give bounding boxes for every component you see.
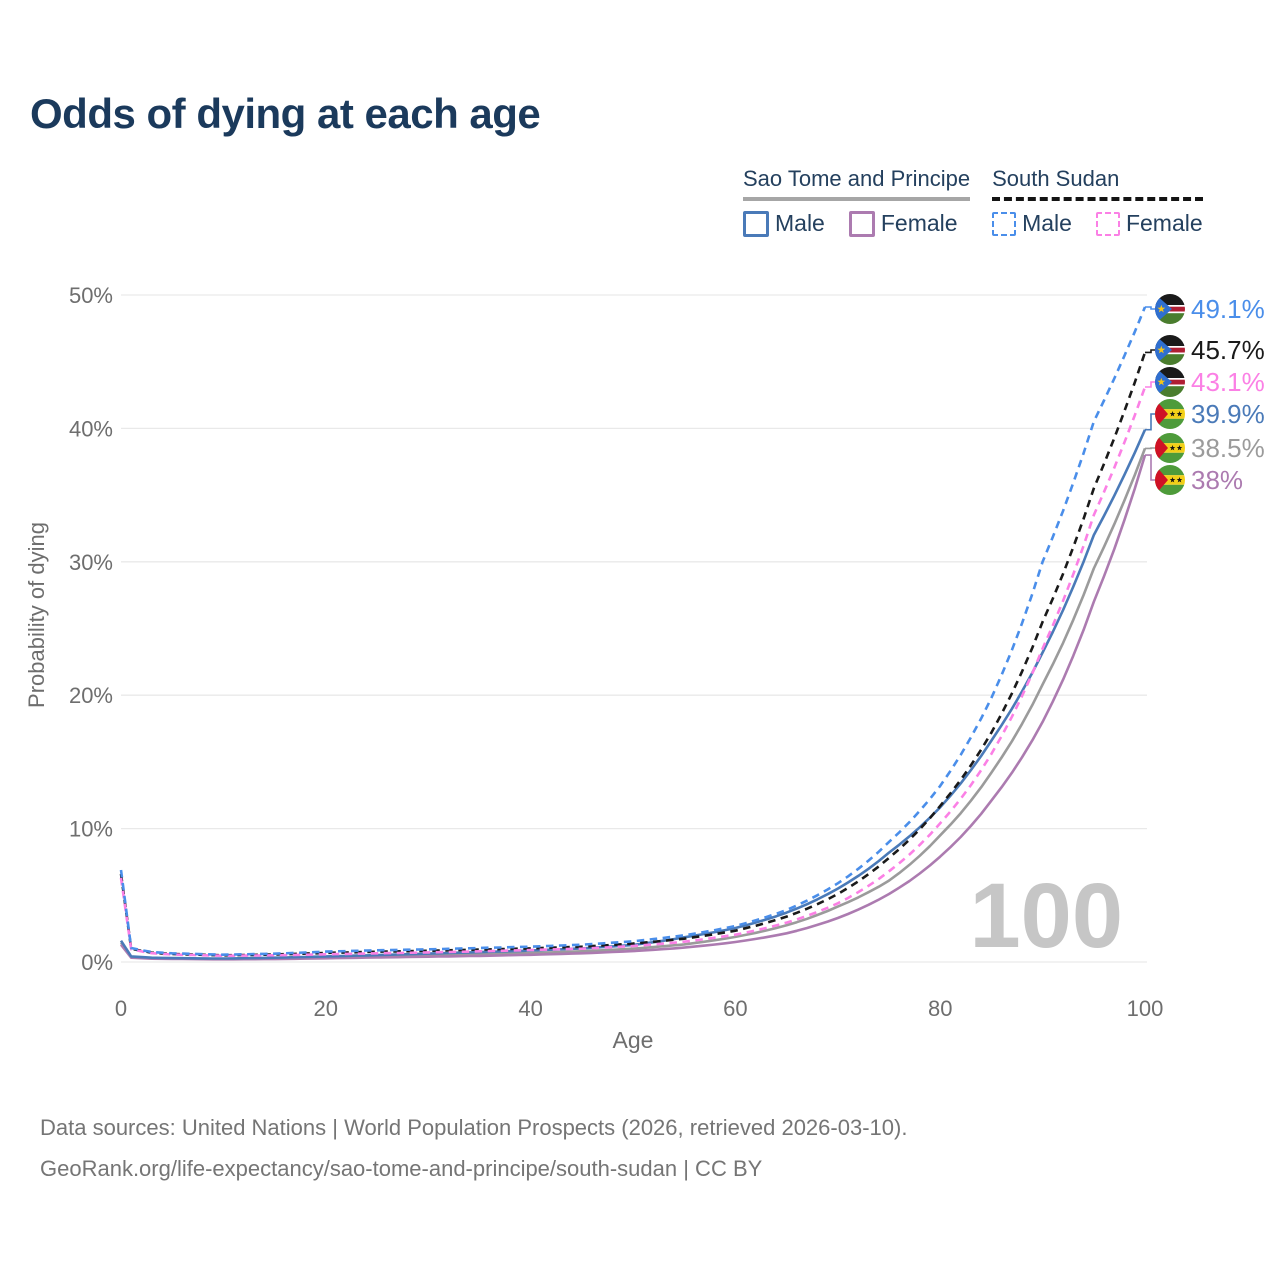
x-axis-title: Age bbox=[613, 1027, 654, 1053]
dashed-female-swatch-icon bbox=[1095, 211, 1120, 236]
sao-tome-and-principe-flag-icon bbox=[1155, 465, 1185, 495]
end-value-label: 49.1% bbox=[1191, 294, 1265, 324]
y-tick-label: 50% bbox=[69, 283, 113, 308]
legend-item-label: Male bbox=[775, 210, 825, 236]
leader-line bbox=[1145, 306, 1155, 310]
y-tick-label: 30% bbox=[69, 550, 113, 575]
end-value-label: 45.7% bbox=[1191, 335, 1265, 365]
data-sources-text: Data sources: United Nations | World Pop… bbox=[40, 1115, 908, 1140]
grid-lines bbox=[121, 294, 1147, 963]
y-axis-title: Probability of dying bbox=[24, 522, 49, 708]
leader-line bbox=[1145, 413, 1155, 431]
axis-labels: 0% 10% 20% 30% 40% 50% 0 20 40 60 80 100 Age Probabil… bbox=[24, 283, 1163, 1053]
solid-male-swatch-icon bbox=[743, 210, 769, 237]
legend-group-sao-tome: Sao Tome and Principe Male Female bbox=[743, 166, 971, 237]
solid-female-swatch-icon bbox=[848, 210, 875, 237]
legend-item-stp-male[interactable]: Male bbox=[743, 210, 825, 237]
dashed-male-swatch-icon bbox=[992, 211, 1017, 236]
x-tick-label: 60 bbox=[723, 996, 747, 1021]
end-labels: 49.1% 45.7%43.1%39.9% 38.5%38% bbox=[1145, 294, 1265, 495]
legend-country-sao-tome[interactable]: Sao Tome and Principe bbox=[743, 166, 971, 201]
x-tick-label: 20 bbox=[314, 996, 338, 1021]
south-sudan-flag-icon bbox=[1155, 335, 1185, 365]
attribution-text: GeoRank.org/life-expectancy/sao-tome-and… bbox=[40, 1155, 763, 1181]
legend-item-label: Female bbox=[1125, 210, 1203, 236]
sao-tome-and-principe-flag-icon bbox=[1155, 433, 1185, 463]
south-sudan-flag-icon bbox=[1155, 367, 1185, 397]
legend: Sao Tome and Principe Male Female South … bbox=[743, 166, 1203, 237]
data-series bbox=[119, 306, 1147, 961]
legend-item-ss-female[interactable]: Female bbox=[1095, 210, 1203, 237]
end-value-label: 38% bbox=[1191, 465, 1243, 495]
legend-items: Male Female bbox=[743, 210, 970, 237]
y-tick-label: 40% bbox=[69, 416, 113, 441]
y-tick-label: 10% bbox=[69, 817, 113, 842]
x-tick-label: 100 bbox=[1127, 996, 1164, 1021]
series-line-south-sudan-male bbox=[119, 306, 1147, 956]
x-tick-label: 40 bbox=[518, 996, 542, 1021]
legend-group-south-sudan: South Sudan Male Female bbox=[992, 166, 1203, 237]
legend-item-ss-male[interactable]: Male bbox=[992, 210, 1072, 237]
end-value-label: 39.9% bbox=[1191, 399, 1265, 429]
end-value-label: 38.5% bbox=[1191, 433, 1265, 463]
series-line-sao-tome-and-principe-female bbox=[119, 454, 1147, 961]
legend-items: Male Female bbox=[992, 210, 1203, 237]
sao-tome-and-principe-flag-icon bbox=[1155, 399, 1185, 429]
end-value-label: 43.1% bbox=[1191, 367, 1265, 397]
age-watermark: 100 bbox=[970, 865, 1124, 967]
leader-line bbox=[1145, 349, 1155, 354]
series-line-south-sudan-female bbox=[119, 386, 1147, 957]
page-title: Odds of dying at each age bbox=[30, 90, 541, 137]
south-sudan-flag-icon bbox=[1155, 294, 1185, 324]
legend-item-label: Female bbox=[880, 210, 958, 236]
legend-item-label: Male bbox=[1022, 210, 1072, 236]
age-watermark-text: 100 bbox=[970, 865, 1124, 967]
leader-line bbox=[1145, 381, 1155, 388]
leader-line bbox=[1145, 454, 1155, 481]
footer: Data sources: United Nations | World Pop… bbox=[40, 1108, 907, 1189]
x-tick-label: 80 bbox=[928, 996, 952, 1021]
y-tick-label: 20% bbox=[69, 683, 113, 708]
legend-item-stp-female[interactable]: Female bbox=[848, 210, 958, 237]
legend-country-south-sudan[interactable]: South Sudan bbox=[992, 166, 1203, 201]
x-tick-label: 0 bbox=[115, 996, 127, 1021]
y-tick-label: 0% bbox=[81, 950, 113, 975]
